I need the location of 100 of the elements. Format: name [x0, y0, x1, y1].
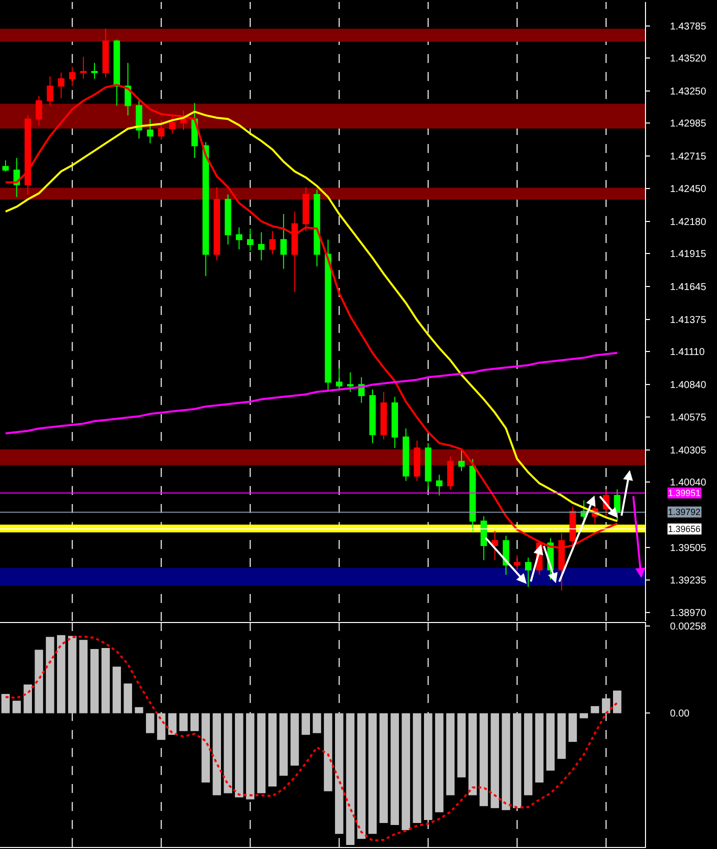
candlestick [324, 239, 332, 392]
candlestick [469, 458, 476, 532]
y-tick-label: 1.42985 [670, 118, 707, 130]
y-tick-label: 1.39235 [670, 576, 707, 587]
candlestick [314, 189, 320, 267]
bar [268, 713, 277, 787]
y-tick-label: 1.41110 [670, 347, 706, 358]
y-tick-label: 1.41375 [670, 314, 707, 326]
candlestick [380, 391, 387, 440]
bar [224, 713, 232, 794]
candlestick [224, 194, 232, 245]
candlestick [146, 118, 154, 144]
candlestick [202, 142, 209, 277]
bar [324, 713, 332, 792]
candlestick [458, 448, 465, 472]
candlestick [91, 62, 98, 80]
bar [446, 713, 455, 796]
bar [590, 706, 600, 714]
bar [457, 713, 466, 778]
bar [379, 713, 388, 824]
y-tick-label: 1.41645 [670, 282, 707, 294]
bar [101, 648, 110, 714]
y-tick-label: 1.43520 [670, 54, 707, 65]
bar [146, 713, 154, 734]
bar [190, 713, 199, 732]
bar [68, 636, 76, 714]
bar [112, 666, 121, 714]
candlestick [525, 557, 532, 588]
bar [335, 713, 344, 834]
candlestick [514, 554, 520, 570]
bar [1, 694, 10, 714]
candlestick [69, 66, 76, 87]
y-tick-label: 1.40840 [670, 380, 707, 392]
bar [34, 650, 44, 714]
bar [568, 713, 577, 742]
bar [179, 713, 188, 732]
bar [524, 713, 532, 796]
bar [346, 713, 354, 845]
bar [580, 713, 588, 718]
candlestick [158, 120, 164, 140]
bar [502, 713, 510, 810]
candlestick [269, 230, 276, 255]
bar [56, 635, 66, 714]
bar [234, 713, 244, 798]
candlestick [236, 226, 242, 250]
y-tick-label: 0.00 [670, 708, 690, 720]
y-tick-label: 0.00258 [670, 622, 707, 633]
bar [202, 713, 210, 782]
ref-line-label: 1.39792 [668, 507, 701, 517]
bar [412, 713, 422, 824]
bar [546, 713, 555, 771]
candlestick [58, 72, 64, 99]
candlestick [280, 214, 287, 270]
bar [402, 713, 410, 830]
candlestick [291, 211, 298, 292]
bar [168, 713, 177, 735]
candlestick [402, 428, 410, 482]
ref-line-label: 1.39951 [668, 488, 701, 498]
y-tick-label: 1.40040 [670, 478, 707, 489]
candlestick [424, 442, 432, 490]
bar [357, 713, 366, 839]
y-tick-label: 1.43785 [670, 21, 707, 32]
bar [512, 713, 522, 808]
bar [435, 713, 444, 812]
candlestick [180, 110, 187, 130]
candlestick [102, 28, 109, 78]
y-tick-label: 1.40575 [670, 412, 707, 424]
bar [557, 713, 566, 759]
y-tick-label: 1.42180 [670, 216, 707, 228]
bar [302, 713, 310, 735]
candlestick [2, 160, 9, 172]
line-series [4, 352, 618, 434]
candlestick [480, 516, 487, 561]
candlestick [114, 39, 120, 106]
bar [134, 707, 144, 714]
candlestick [46, 76, 54, 106]
bar [468, 713, 477, 796]
candlestick [347, 372, 354, 392]
candlestick [447, 456, 454, 490]
bar [46, 636, 54, 714]
bar [480, 713, 488, 806]
candlestick [24, 114, 32, 196]
candlestick [436, 474, 442, 496]
y-tick-label: 1.41915 [670, 249, 707, 260]
bar [390, 713, 399, 826]
bar [279, 713, 288, 776]
bar [12, 700, 21, 714]
candlestick [492, 530, 498, 561]
bar [424, 713, 432, 820]
candlestick [336, 367, 342, 392]
bar [24, 684, 32, 714]
candlestick [369, 388, 376, 444]
y-tick-label: 1.42450 [670, 184, 707, 195]
bar [124, 683, 132, 714]
candlestick [414, 440, 420, 482]
bar [290, 713, 299, 766]
candlestick [246, 228, 254, 252]
y-tick-label: 1.42715 [670, 152, 707, 163]
y-tick-label: 1.40305 [670, 445, 707, 456]
bar [602, 698, 610, 714]
